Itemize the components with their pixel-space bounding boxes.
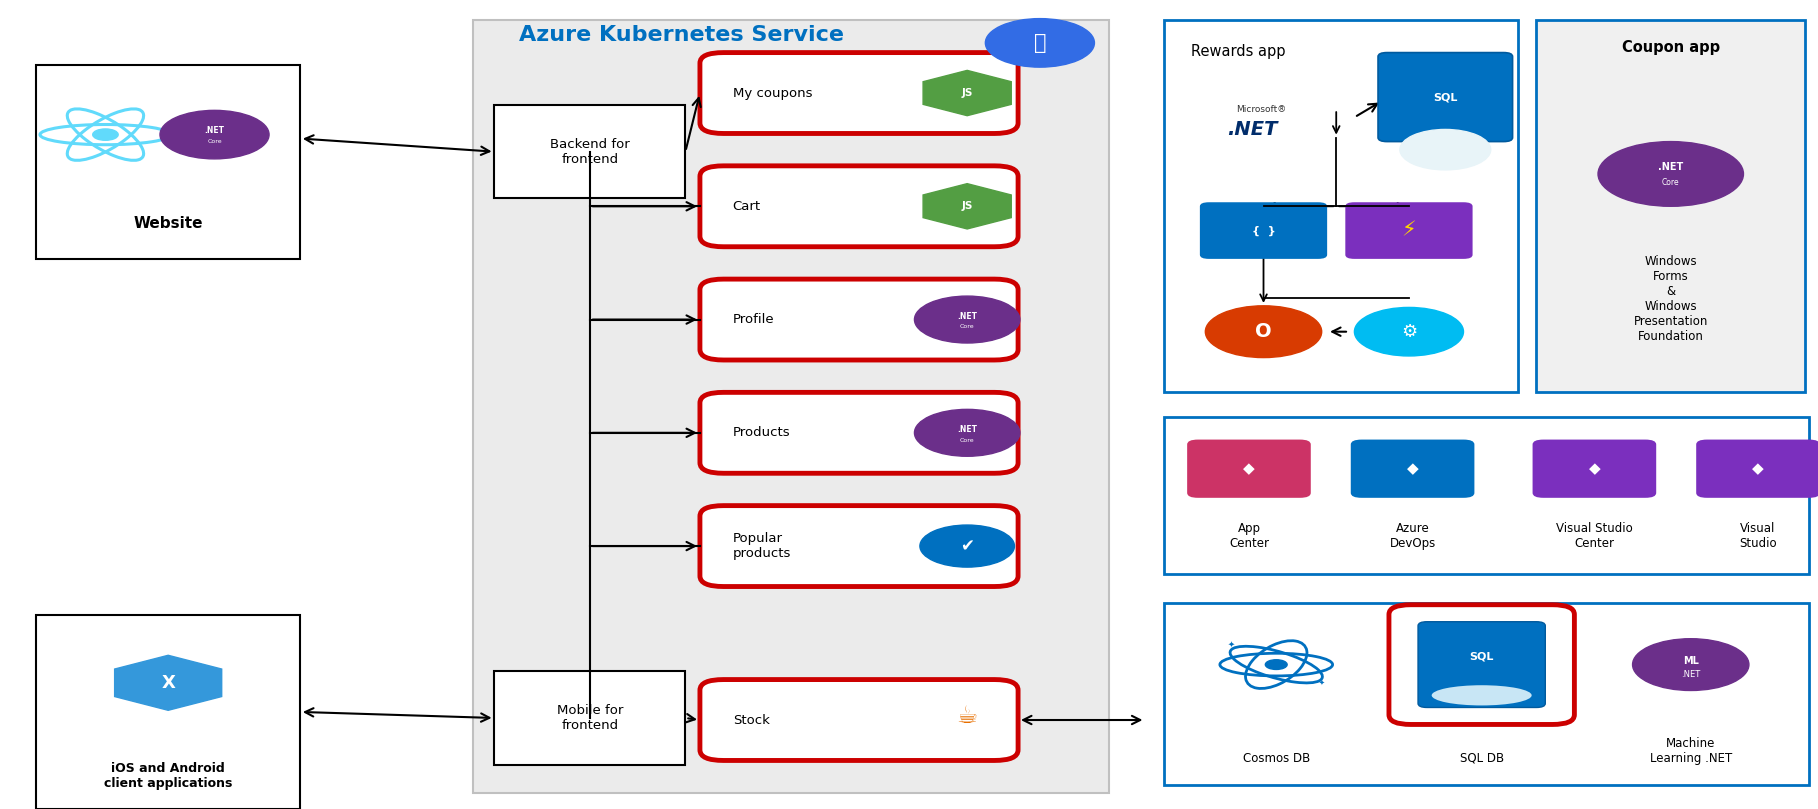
Text: Rewards app: Rewards app (1191, 44, 1285, 60)
Text: .NET: .NET (204, 126, 225, 135)
Circle shape (985, 19, 1094, 67)
Text: ⎈: ⎈ (1034, 33, 1045, 53)
Text: Website: Website (133, 215, 204, 231)
Bar (1536, 20, 1805, 392)
Text: X: X (162, 674, 175, 692)
Text: O: O (1254, 322, 1273, 341)
FancyBboxPatch shape (700, 680, 1018, 760)
Circle shape (93, 129, 118, 140)
Text: ⚡: ⚡ (1402, 221, 1416, 240)
Text: Core: Core (1662, 178, 1680, 188)
Text: SQL: SQL (1433, 92, 1458, 102)
Polygon shape (924, 184, 1011, 229)
Text: Popular
products: Popular products (733, 532, 791, 560)
FancyBboxPatch shape (700, 392, 1018, 473)
Circle shape (1400, 129, 1491, 170)
Text: ML: ML (1683, 655, 1698, 666)
Bar (494, 105, 685, 198)
Text: Cosmos DB: Cosmos DB (1244, 752, 1309, 765)
Text: Core: Core (960, 324, 974, 329)
Text: ✦: ✦ (1227, 640, 1234, 649)
Circle shape (920, 525, 1014, 567)
Text: Azure Kubernetes Service: Azure Kubernetes Service (520, 25, 844, 44)
Bar (1164, 603, 1809, 785)
Bar (1164, 20, 1518, 392)
Text: JS: JS (962, 88, 973, 98)
Bar (36, 615, 300, 809)
Circle shape (1633, 639, 1749, 690)
Ellipse shape (1433, 685, 1531, 705)
FancyBboxPatch shape (1389, 605, 1574, 725)
Polygon shape (115, 655, 222, 710)
Text: Coupon app: Coupon app (1622, 40, 1720, 56)
Text: App
Center: App Center (1229, 522, 1269, 550)
Text: ◆: ◆ (1753, 461, 1763, 477)
FancyBboxPatch shape (1533, 439, 1656, 498)
Text: SQL: SQL (1469, 651, 1494, 662)
Text: .NET: .NET (1227, 120, 1278, 139)
FancyBboxPatch shape (700, 506, 1018, 587)
FancyBboxPatch shape (1345, 202, 1473, 259)
Text: ✔: ✔ (960, 537, 974, 555)
Text: Visual Studio
Center: Visual Studio Center (1556, 522, 1633, 550)
Circle shape (1205, 306, 1322, 358)
Circle shape (914, 296, 1020, 343)
Text: ◆: ◆ (1589, 461, 1600, 477)
Text: .NET: .NET (956, 311, 978, 321)
Text: ⚙: ⚙ (1402, 323, 1416, 341)
FancyBboxPatch shape (700, 279, 1018, 360)
Text: Mobile for
frontend: Mobile for frontend (556, 704, 624, 732)
Bar (36, 65, 300, 259)
Bar (473, 20, 1109, 793)
FancyBboxPatch shape (1378, 53, 1513, 142)
Circle shape (160, 110, 269, 159)
FancyBboxPatch shape (700, 166, 1018, 247)
Text: ◆: ◆ (1407, 461, 1418, 477)
Text: SQL DB: SQL DB (1460, 752, 1503, 765)
FancyBboxPatch shape (1418, 622, 1545, 707)
Text: ✦: ✦ (1318, 680, 1325, 685)
Circle shape (1354, 307, 1463, 356)
Bar (1164, 417, 1809, 574)
Bar (494, 671, 685, 765)
Text: Microsoft®: Microsoft® (1236, 104, 1287, 114)
FancyBboxPatch shape (1351, 439, 1474, 498)
Text: Backend for
frontend: Backend for frontend (551, 138, 629, 166)
Circle shape (914, 409, 1020, 456)
Text: .NET: .NET (1682, 670, 1700, 679)
Text: ☕: ☕ (956, 704, 978, 728)
FancyBboxPatch shape (700, 53, 1018, 133)
Text: JS: JS (962, 201, 973, 211)
Text: My coupons: My coupons (733, 87, 813, 100)
Text: Machine
Learning .NET: Machine Learning .NET (1649, 736, 1733, 765)
Text: Products: Products (733, 426, 791, 439)
Text: Visual
Studio: Visual Studio (1740, 522, 1776, 550)
Text: Windows
Forms
&
Windows
Presentation
Foundation: Windows Forms & Windows Presentation Fou… (1634, 255, 1707, 343)
Text: .NET: .NET (956, 425, 978, 434)
FancyBboxPatch shape (1696, 439, 1818, 498)
Text: Azure
DevOps: Azure DevOps (1389, 522, 1436, 550)
Circle shape (1265, 660, 1287, 670)
FancyBboxPatch shape (1200, 202, 1327, 259)
Text: Cart: Cart (733, 200, 760, 213)
Text: Core: Core (960, 438, 974, 443)
Circle shape (1598, 142, 1743, 206)
Text: Core: Core (207, 139, 222, 144)
Text: iOS and Android
client applications: iOS and Android client applications (104, 761, 233, 790)
Text: Profile: Profile (733, 313, 774, 326)
Polygon shape (924, 70, 1011, 116)
Text: {  }: { } (1251, 226, 1276, 235)
Text: Stock: Stock (733, 714, 769, 726)
Text: ◆: ◆ (1244, 461, 1254, 477)
FancyBboxPatch shape (1187, 439, 1311, 498)
Text: .NET: .NET (1658, 163, 1683, 172)
